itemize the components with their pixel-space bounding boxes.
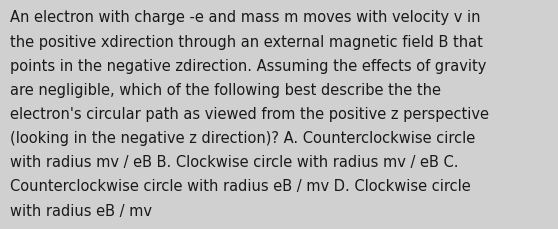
Text: Counterclockwise circle with radius eB / mv D. Clockwise circle: Counterclockwise circle with radius eB /… [10,179,471,194]
Text: electron's circular path as viewed from the positive z perspective: electron's circular path as viewed from … [10,106,489,121]
Text: with radius eB / mv: with radius eB / mv [10,203,152,218]
Text: with radius mv / eB B. Clockwise circle with radius mv / eB C.: with radius mv / eB B. Clockwise circle … [10,155,459,169]
Text: (looking in the negative z direction)? A. Counterclockwise circle: (looking in the negative z direction)? A… [10,131,475,145]
Text: are negligible, which of the following best describe the the: are negligible, which of the following b… [10,82,441,97]
Text: the positive xdirection through an external magnetic field B that: the positive xdirection through an exter… [10,34,483,49]
Text: An electron with charge -e and mass m moves with velocity v in: An electron with charge -e and mass m mo… [10,10,480,25]
Text: points in the negative zdirection. Assuming the effects of gravity: points in the negative zdirection. Assum… [10,58,487,73]
